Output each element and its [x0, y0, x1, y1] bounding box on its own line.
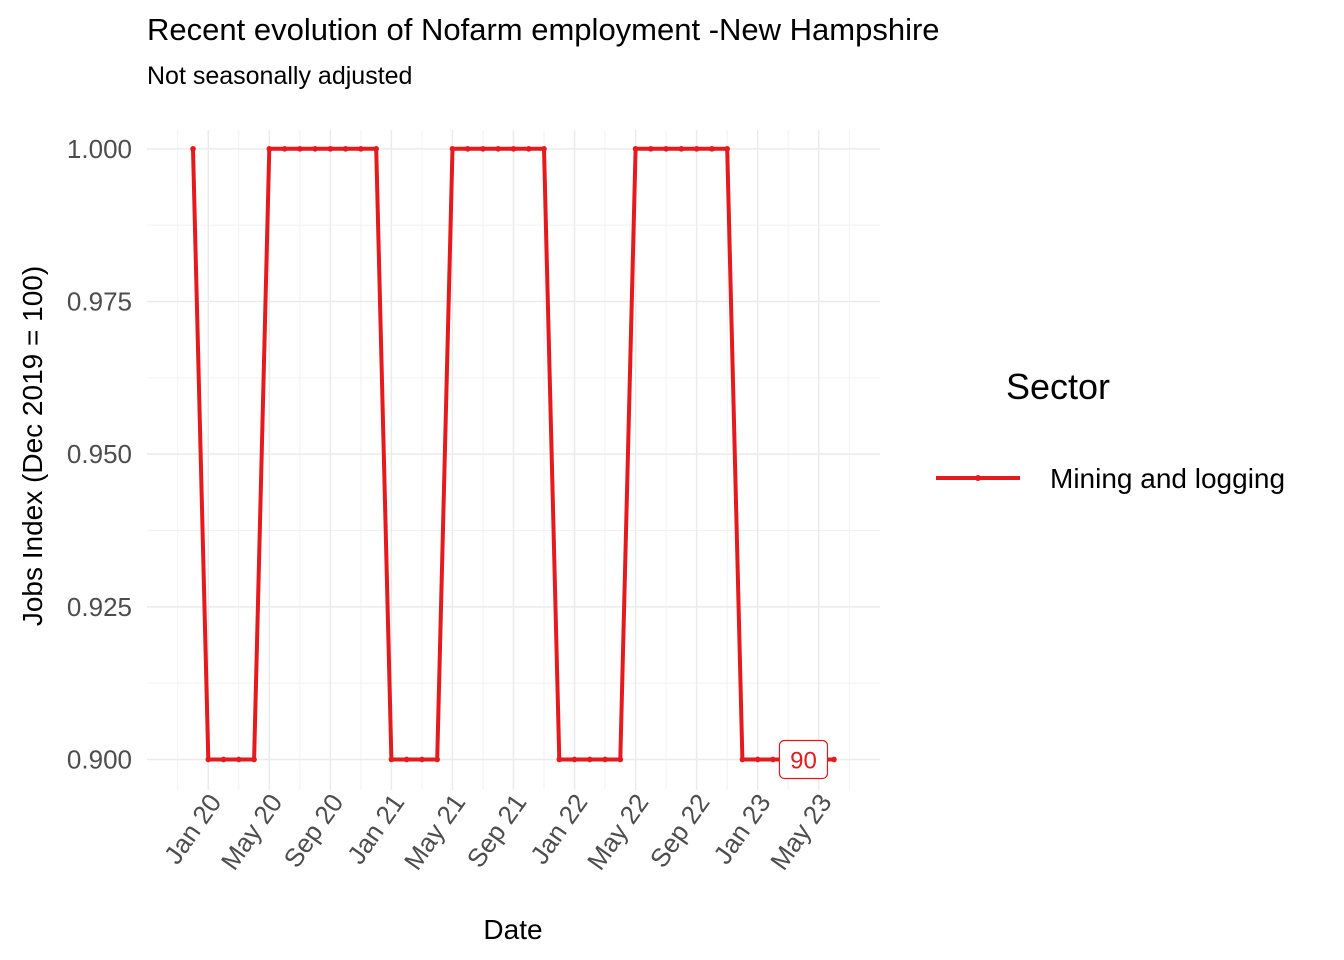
- x-tick-label: Sep 22: [644, 788, 716, 873]
- annotation-label: 90: [790, 747, 817, 774]
- data-point: [266, 146, 273, 152]
- data-point: [632, 146, 639, 152]
- data-point: [373, 146, 379, 152]
- x-axis-title: Date: [483, 914, 542, 945]
- legend-title: Sector: [1006, 366, 1110, 407]
- data-point: [709, 146, 715, 152]
- data-point: [342, 146, 349, 152]
- data-point: [541, 146, 547, 152]
- data-point: [754, 756, 761, 763]
- data-point: [602, 756, 608, 763]
- data-point: [525, 146, 532, 152]
- data-point: [648, 146, 654, 152]
- legend-label: Mining and logging: [1050, 463, 1285, 494]
- data-point: [449, 146, 456, 152]
- data-point: [724, 146, 730, 152]
- data-point: [556, 756, 563, 763]
- data-point: [220, 756, 227, 763]
- data-point: [205, 756, 212, 763]
- data-point: [297, 146, 303, 152]
- data-point: [236, 756, 242, 763]
- y-axis-title: Jobs Index (Dec 2019 = 100): [17, 266, 48, 626]
- data-point: [358, 146, 364, 152]
- legend-key-point: [975, 475, 981, 481]
- annotation-layer: 90: [778, 739, 829, 780]
- y-tick-label: 0.900: [67, 744, 132, 774]
- data-point: [617, 756, 624, 763]
- data-point: [388, 756, 395, 763]
- data-point: [739, 756, 746, 763]
- y-tick-label: 0.975: [67, 287, 132, 317]
- data-point: [434, 756, 440, 763]
- chart-subtitle: Not seasonally adjusted: [147, 62, 412, 90]
- data-point: [419, 756, 425, 763]
- data-point: [251, 756, 257, 763]
- data-point: [678, 146, 685, 152]
- data-point: [312, 146, 318, 152]
- data-point: [480, 146, 486, 152]
- x-tick-label: Sep 20: [277, 788, 349, 873]
- annotation-box: [778, 739, 829, 780]
- data-point: [693, 146, 700, 152]
- x-tick-label: May 23: [764, 788, 837, 875]
- y-tick-label: 1.000: [67, 134, 132, 164]
- data-point: [831, 756, 837, 763]
- series-layer: [190, 146, 837, 763]
- chart-title: Recent evolution of Nofarm employment -N…: [147, 12, 940, 47]
- data-point: [281, 146, 288, 152]
- data-point: [571, 756, 578, 763]
- y-tick-label: 0.950: [67, 439, 132, 469]
- data-point: [495, 146, 502, 152]
- data-point: [403, 756, 410, 763]
- x-tick-label: May 22: [581, 788, 654, 875]
- data-point: [464, 146, 471, 152]
- data-point: [510, 146, 517, 152]
- data-point: [770, 756, 776, 763]
- data-point: [190, 146, 196, 152]
- data-point: [663, 146, 669, 152]
- x-tick-label: Sep 21: [461, 788, 533, 873]
- data-point: [587, 756, 593, 763]
- data-point: [327, 146, 334, 152]
- y-axis-ticks: 0.900 0.925 0.950 0.975 1.000: [67, 134, 132, 775]
- legend: Sector Mining and logging: [936, 366, 1285, 494]
- x-tick-label: May 21: [398, 788, 471, 875]
- grid-minor: [147, 130, 880, 790]
- y-tick-label: 0.925: [67, 592, 132, 622]
- x-tick-label: May 20: [215, 788, 288, 875]
